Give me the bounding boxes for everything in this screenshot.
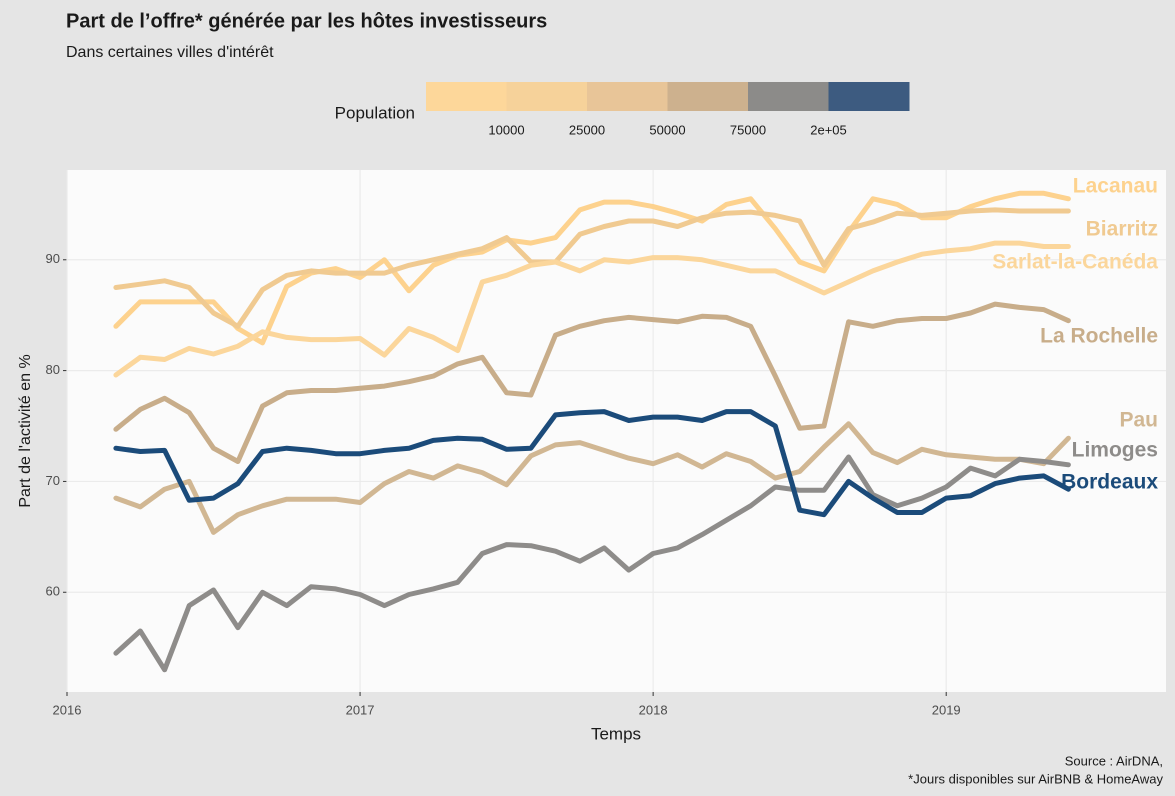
y-tick-label: 60 — [46, 584, 60, 599]
y-tick-label: 90 — [46, 251, 60, 266]
legend-label: 75000 — [730, 122, 766, 137]
series-label: La Rochelle — [1040, 325, 1158, 348]
series-label: Biarritz — [1086, 218, 1158, 241]
caption: *Jours disponibles sur AirBNB & HomeAway — [908, 771, 1163, 786]
legend-label: 10000 — [488, 122, 524, 137]
legend-swatch — [506, 82, 588, 111]
series-line — [113, 240, 1071, 378]
y-tick-label: 80 — [46, 362, 60, 377]
x-axis-title: Temps — [591, 724, 641, 743]
x-tick-label: 2016 — [53, 702, 82, 717]
legend-title: Population — [335, 103, 415, 122]
series-label: Sarlat-la-Canéda — [992, 251, 1158, 274]
legend-label: 25000 — [569, 122, 605, 137]
series-line — [113, 190, 1071, 346]
series-line — [113, 301, 1071, 464]
series-line — [113, 421, 1071, 535]
chart-title: Part de l’offre* générée par les hôtes i… — [66, 10, 547, 32]
series-label: Limoges — [1072, 439, 1158, 462]
legend-label: 50000 — [649, 122, 685, 137]
legend-swatch — [587, 82, 668, 111]
legend-swatch — [426, 82, 507, 111]
legend-swatch — [667, 82, 749, 111]
series-label: Lacanau — [1073, 175, 1158, 198]
series-label: Pau — [1119, 409, 1158, 432]
legend-swatch — [828, 82, 910, 111]
x-tick-label: 2017 — [346, 702, 375, 717]
series-label: Bordeaux — [1061, 471, 1158, 494]
series-line — [113, 409, 1071, 518]
series-line — [113, 454, 1071, 673]
y-axis-title: Part de l'activité en % — [17, 354, 34, 507]
plot-panel — [67, 170, 1166, 692]
x-tick-label: 2018 — [639, 702, 668, 717]
legend-label: 2e+05 — [810, 122, 847, 137]
series-line — [113, 207, 1071, 329]
caption: Source : AirDNA, — [1065, 753, 1163, 768]
x-tick-label: 2019 — [932, 702, 961, 717]
y-tick-label: 70 — [46, 473, 60, 488]
chart-subtitle: Dans certaines villes d'intérêt — [66, 44, 274, 61]
legend-swatch — [748, 82, 829, 111]
